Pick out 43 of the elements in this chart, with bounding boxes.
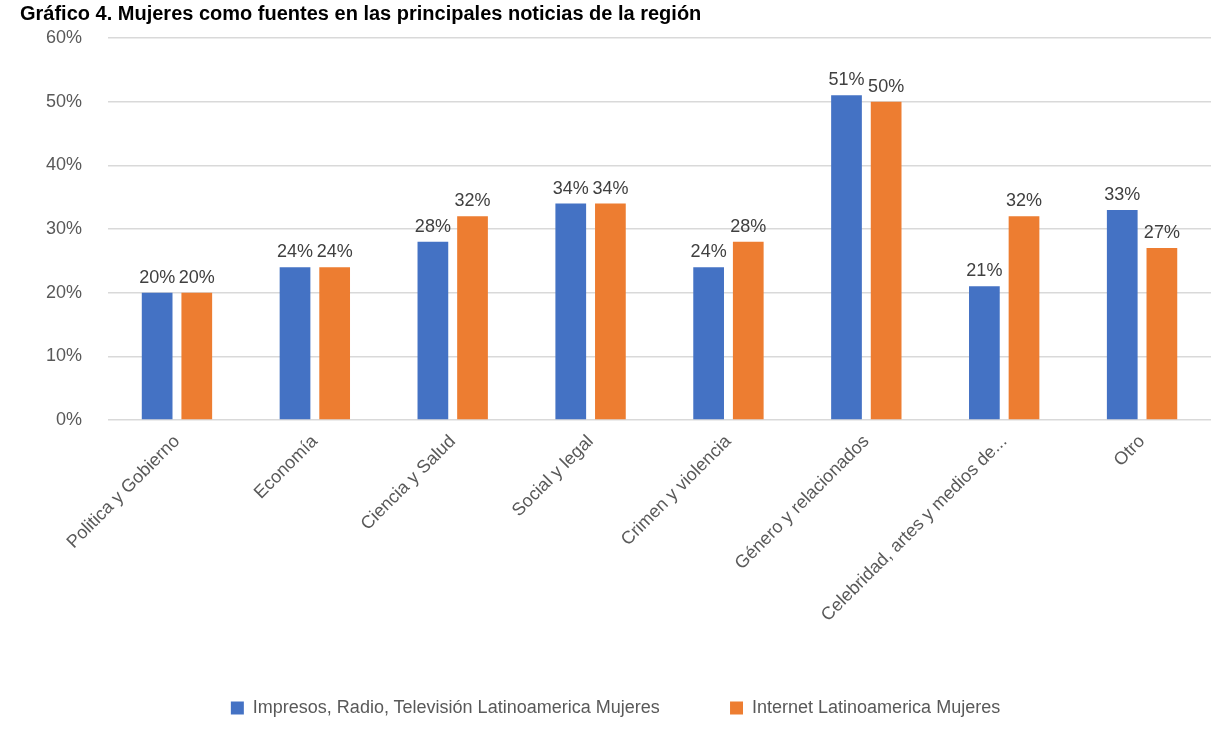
data-label: 24% <box>277 241 314 262</box>
data-label: 28% <box>730 215 767 236</box>
data-label: 21% <box>966 260 1003 281</box>
data-label: 32% <box>1006 190 1043 211</box>
data-label: 27% <box>1143 222 1180 243</box>
legend-label: Internet Latinoamerica Mujeres <box>752 696 1001 717</box>
bar <box>969 286 1000 420</box>
bar <box>141 292 173 420</box>
legend-label: Impresos, Radio, Televisión Latinoamerica Mujeres <box>252 696 660 717</box>
y-tick-label: 60% <box>46 26 83 47</box>
bar <box>319 267 351 420</box>
bar <box>279 267 311 420</box>
bar <box>1106 209 1138 420</box>
bar <box>1008 216 1040 420</box>
data-label: 20% <box>139 266 176 287</box>
chart-title: Gráfico 4. Mujeres como fuentes en las principales noticias de la región <box>20 1 702 24</box>
data-label: 34% <box>592 177 629 198</box>
bar <box>595 203 626 420</box>
bar <box>870 101 902 420</box>
data-label: 51% <box>828 69 865 90</box>
data-label: 34% <box>552 177 589 198</box>
y-tick-label: 10% <box>46 345 83 366</box>
data-label: 28% <box>414 215 451 236</box>
y-tick-label: 50% <box>46 90 83 111</box>
bar <box>417 241 449 420</box>
data-label: 24% <box>316 241 353 262</box>
bar <box>457 216 488 420</box>
data-label: 20% <box>178 266 215 287</box>
data-label: 33% <box>1104 183 1141 204</box>
bar <box>831 95 862 420</box>
bar <box>555 203 587 420</box>
x-tick-label: Otro <box>1109 430 1149 470</box>
bar <box>693 267 724 420</box>
data-label: 32% <box>454 190 491 211</box>
y-tick-label: 0% <box>56 409 83 429</box>
data-label: 24% <box>690 241 727 262</box>
y-tick-label: 40% <box>46 154 83 175</box>
y-tick-label: 30% <box>46 217 83 238</box>
y-tick-label: 20% <box>46 281 83 302</box>
data-label: 50% <box>868 75 905 96</box>
bar <box>181 292 213 420</box>
bar <box>732 241 764 420</box>
bar <box>1146 248 1178 420</box>
